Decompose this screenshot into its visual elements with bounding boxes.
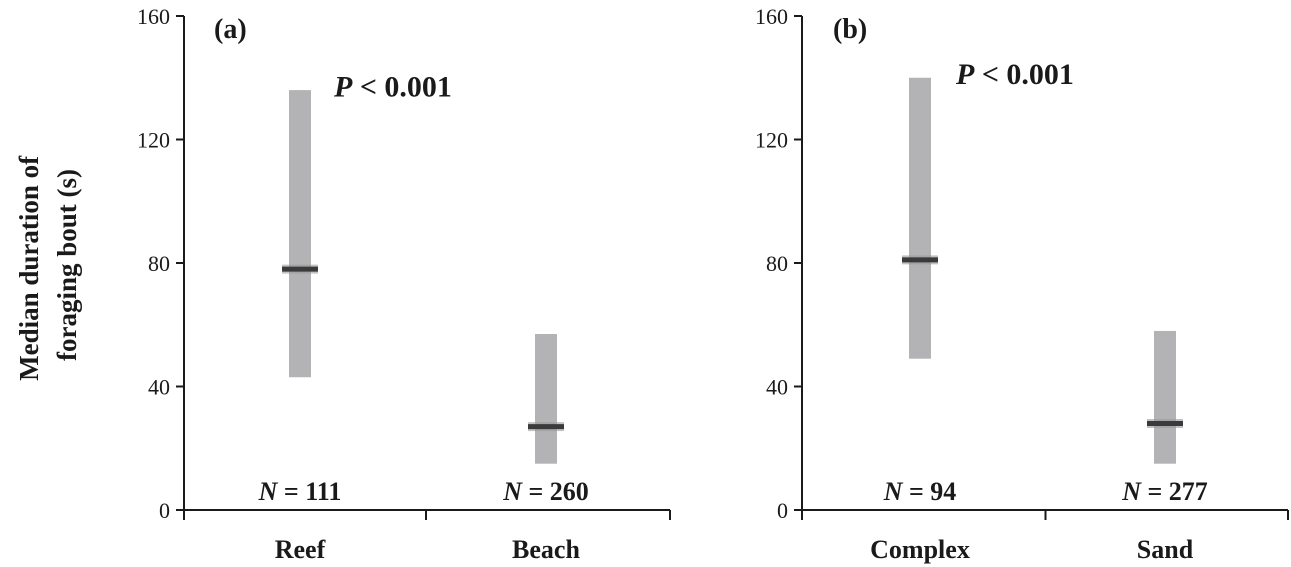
y-axis-label-line-1: Median duration of (14, 155, 44, 381)
y-tick-label: 80 (148, 251, 170, 276)
y-tick-label: 120 (137, 128, 170, 153)
range-bar-reef (289, 90, 311, 378)
range-bar-beach (535, 334, 557, 464)
category-label-reef: Reef (275, 535, 326, 564)
sample-size-label-reef: N = 111 (258, 477, 342, 506)
y-tick-label: 80 (766, 251, 788, 276)
p-value-annotation: P < 0.001 (955, 58, 1074, 91)
sample-size-label-beach: N = 260 (502, 477, 589, 506)
range-bar-sand (1154, 330, 1176, 464)
panel-label: (b) (833, 14, 867, 45)
y-tick-label: 0 (159, 498, 170, 523)
y-tick-label: 40 (766, 375, 788, 400)
y-axis-label-line-2: foraging bout (s) (52, 169, 82, 361)
y-axis-label: Median duration of foraging bout (s) (14, 149, 82, 381)
category-label-sand: Sand (1137, 535, 1194, 564)
panel-a-chart: 0 40 80 120 160 Reef N = 111 Beach N = 260 (a) P <… (137, 4, 671, 564)
sample-size-label-sand: N = 277 (1121, 477, 1208, 506)
y-tick-label: 160 (137, 4, 170, 29)
range-bar-complex (909, 77, 931, 359)
panel-label: (a) (214, 14, 247, 45)
panel-b-chart: 0 40 80 120 160 Complex N = 94 Sand N = 277 (b) P … (755, 4, 1289, 564)
p-value-annotation: P < 0.001 (333, 70, 452, 103)
category-label-beach: Beach (512, 535, 580, 564)
sample-size-label-complex: N = 94 (883, 477, 957, 506)
y-tick-label: 120 (755, 128, 788, 153)
y-tick-label: 0 (777, 498, 788, 523)
y-tick-label: 160 (755, 4, 788, 29)
category-label-complex: Complex (870, 535, 970, 564)
y-tick-label: 40 (148, 375, 170, 400)
